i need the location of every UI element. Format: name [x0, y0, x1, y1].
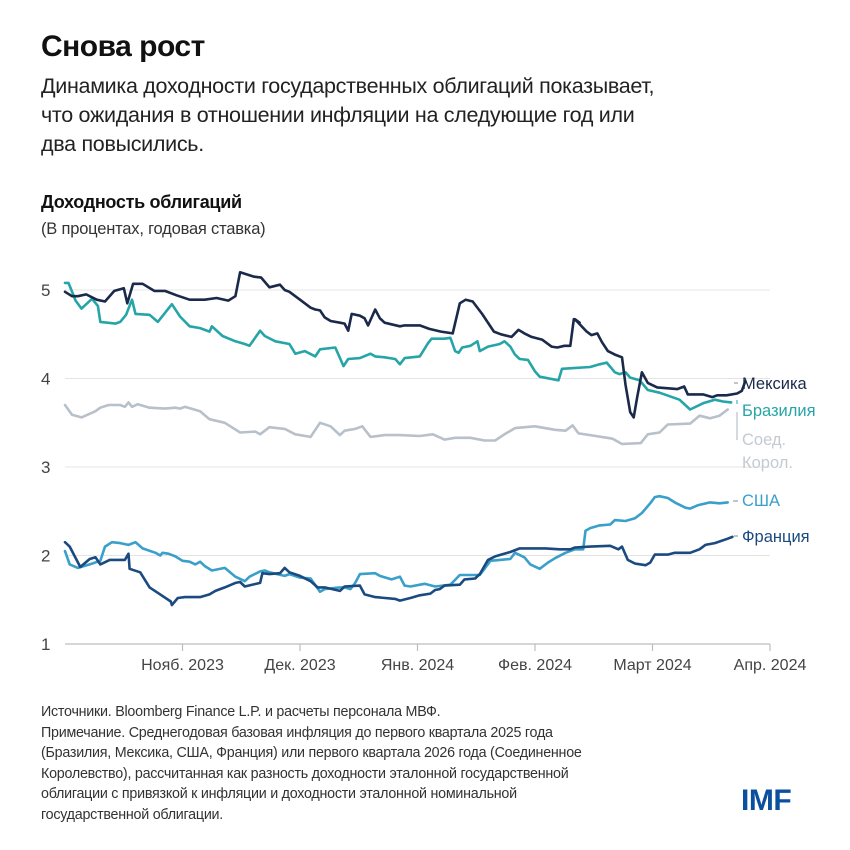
label-uk-line2: Корол. — [742, 454, 793, 472]
label-brazil: Бразилия — [742, 402, 816, 420]
x-tick-label: Нояб. 2023 — [141, 657, 224, 674]
series-line-0 — [63, 271, 747, 419]
y-tick-label: 4 — [41, 370, 50, 389]
notes-line: (Бразилия, Мексика, США, Франция) или пе… — [41, 745, 582, 761]
series-line-4 — [63, 535, 734, 607]
x-tick-label: Янв. 2024 — [381, 657, 454, 674]
x-tick-label: Март 2024 — [613, 657, 691, 674]
x-tick-label: Апр. 2024 — [734, 657, 807, 674]
label-uk-line1: Соед. — [742, 431, 786, 449]
chart-title: Доходность облигаций — [41, 192, 242, 212]
label-mexico: Мексика — [742, 375, 808, 393]
line-chart: 1 2 3 4 5 Нояб. 2023 Дек. 2023 Янв. 2024 Фев. 2… — [41, 271, 816, 674]
label-france: Франция — [742, 528, 810, 546]
notes-line: Источники. Bloomberg Finance L.P. и расч… — [41, 704, 441, 720]
series-lines — [63, 271, 747, 607]
subtitle-line: что ожидания в отношении инфляции на сле… — [41, 103, 635, 127]
chart-units: (В процентах, годовая ставка) — [41, 220, 266, 238]
y-tick-label: 3 — [41, 458, 50, 477]
notes-line: государственной облигации. — [41, 806, 224, 823]
notes-line: Примечание. Среднегодовая базовая инфляц… — [41, 724, 553, 741]
subtitle-line: Динамика доходности государственных обли… — [41, 74, 655, 98]
subtitle-line: два повысились. — [41, 132, 204, 156]
series-line-1 — [63, 281, 733, 411]
label-usa: США — [742, 492, 780, 510]
series-line-3 — [63, 494, 729, 594]
x-tick-label: Дек. 2023 — [264, 657, 335, 674]
label-leaders — [733, 382, 738, 537]
x-axis: Нояб. 2023 Дек. 2023 Янв. 2024 Фев. 2024 Мар… — [65, 643, 807, 674]
page-title: Снова рост — [41, 30, 205, 63]
gridlines — [65, 289, 770, 556]
series-labels: Мексика Бразилия Соед. Корол. США Франци… — [742, 375, 816, 546]
y-tick-label: 2 — [41, 547, 50, 566]
x-tick-label: Фев. 2024 — [498, 657, 572, 674]
source-notes: Источники. Bloomberg Finance L.P. и расч… — [41, 702, 781, 825]
notes-line: Королевство), рассчитанная как разность … — [41, 765, 569, 782]
y-tick-label: 1 — [41, 635, 50, 654]
notes-line: облигации с привязкой к инфляции и доход… — [41, 786, 517, 802]
imf-logo: IMF — [741, 784, 792, 817]
y-axis-ticks: 1 2 3 4 5 — [41, 281, 50, 654]
page-subtitle: Динамика доходности государственных обли… — [41, 72, 831, 159]
series-line-2 — [63, 401, 729, 446]
y-tick-label: 5 — [41, 281, 50, 300]
